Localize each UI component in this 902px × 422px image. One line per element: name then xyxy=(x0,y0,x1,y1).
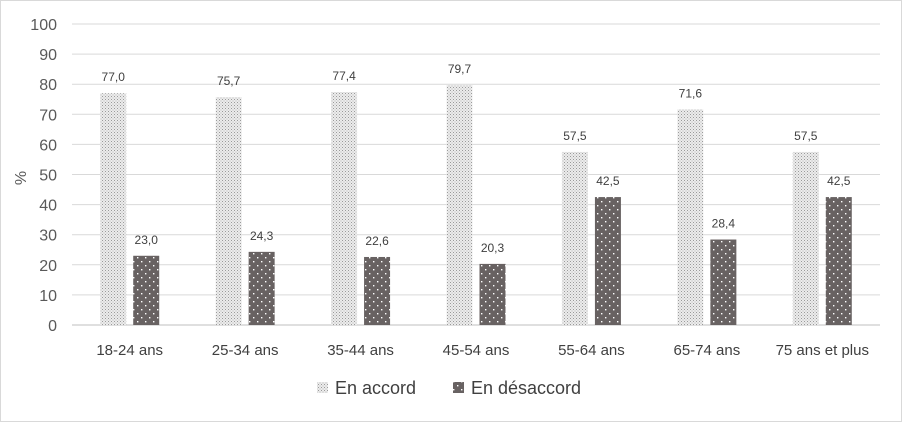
bar-en-desaccord xyxy=(479,263,506,325)
y-tick-label: 60 xyxy=(39,137,57,154)
data-label: 23,0 xyxy=(135,233,159,247)
legend-swatch xyxy=(453,382,464,393)
data-label: 42,5 xyxy=(596,174,620,188)
data-label: 28,4 xyxy=(712,217,736,231)
x-tick-label: 25-34 ans xyxy=(212,342,279,359)
y-tick-label: 30 xyxy=(39,228,57,245)
legend-label: En désaccord xyxy=(471,378,581,398)
x-tick-label: 45-54 ans xyxy=(443,342,510,359)
x-axis: 18-24 ans 25-34 ans 35-44 ans 45-54 ans 55-6… xyxy=(96,342,869,359)
y-axis-label: % xyxy=(13,171,30,185)
y-tick-label: 50 xyxy=(39,168,57,185)
bar-en-accord xyxy=(677,109,704,325)
bar-en-desaccord xyxy=(594,197,621,325)
bar-en-desaccord xyxy=(364,256,391,325)
y-tick-label: 10 xyxy=(39,288,57,305)
data-label: 77,4 xyxy=(332,69,356,83)
bar-en-desaccord xyxy=(133,255,160,325)
data-label: 71,6 xyxy=(679,86,703,100)
bar-en-desaccord xyxy=(248,251,275,325)
bar-en-accord xyxy=(331,92,358,325)
bar-en-accord xyxy=(215,97,242,325)
bar-en-desaccord xyxy=(825,197,852,325)
y-axis: 0 10 20 30 40 50 60 70 80 90 100 xyxy=(30,17,57,335)
bar-en-desaccord xyxy=(710,239,737,325)
data-label: 57,5 xyxy=(794,129,818,143)
x-tick-label: 35-44 ans xyxy=(327,342,394,359)
bar-en-accord xyxy=(446,85,473,325)
gridlines xyxy=(72,23,880,326)
x-tick-label: 65-74 ans xyxy=(673,342,740,359)
data-label: 22,6 xyxy=(365,234,389,248)
y-tick-label: 100 xyxy=(30,17,57,34)
x-tick-label: 18-24 ans xyxy=(96,342,163,359)
bar-en-accord xyxy=(792,151,819,325)
y-tick-label: 90 xyxy=(39,47,57,64)
y-tick-label: 0 xyxy=(48,318,57,335)
bar-en-accord xyxy=(561,151,588,325)
data-label: 77,0 xyxy=(102,70,126,84)
y-tick-label: 20 xyxy=(39,258,57,275)
data-label: 79,7 xyxy=(448,62,472,76)
bars: 77,0 23,0 75,7 24,3 77,4 22,6 79,7 20,3 57,5 42,5… xyxy=(100,62,852,325)
legend: En accord En désaccord xyxy=(317,378,581,398)
data-label: 24,3 xyxy=(250,229,274,243)
legend-swatch xyxy=(317,382,328,393)
legend-label: En accord xyxy=(335,378,416,398)
data-label: 75,7 xyxy=(217,74,241,88)
x-tick-label: 55-64 ans xyxy=(558,342,625,359)
x-tick-label: 75 ans et plus xyxy=(776,342,869,359)
data-label: 57,5 xyxy=(563,129,587,143)
y-tick-label: 80 xyxy=(39,77,57,94)
data-label: 42,5 xyxy=(827,174,851,188)
y-tick-label: 40 xyxy=(39,198,57,215)
bar-en-accord xyxy=(100,93,127,325)
y-tick-label: 70 xyxy=(39,107,57,124)
data-label: 20,3 xyxy=(481,241,505,255)
